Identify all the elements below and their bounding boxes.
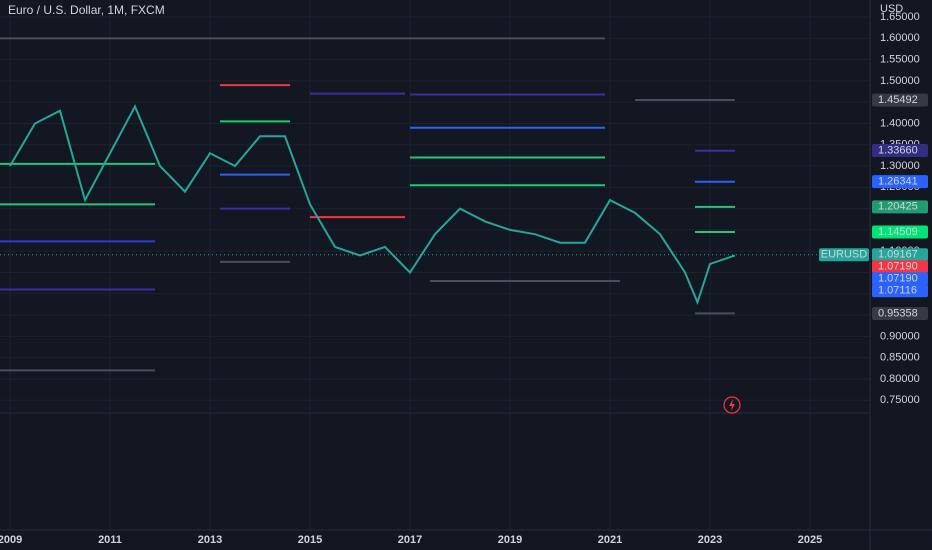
price-tag-label: 0.95358 xyxy=(878,307,918,319)
price-tag-label: 1.07190 xyxy=(878,273,918,285)
x-tick-label: 2019 xyxy=(498,534,522,546)
symbol-label: EURUSD xyxy=(821,249,868,261)
price-tag xyxy=(872,200,928,214)
x-tick-label: 2017 xyxy=(398,534,422,546)
alert-circle xyxy=(723,396,741,414)
y-tick-label: 1.30000 xyxy=(880,160,920,172)
price-line xyxy=(9,104,736,306)
x-tick-label: 2009 xyxy=(0,534,22,546)
y-tick-label: 1.40000 xyxy=(880,117,920,129)
symbol-tag xyxy=(819,248,869,262)
price-tag xyxy=(872,260,928,274)
price-tag-label: 1.14509 xyxy=(878,226,918,238)
x-tick-label: 2013 xyxy=(198,534,222,546)
price-tag xyxy=(872,175,928,189)
price-tag xyxy=(872,272,928,286)
price-tag-label: 1.09167 xyxy=(878,249,918,261)
price-tag xyxy=(872,93,928,107)
price-tag xyxy=(872,225,928,239)
chart-title: Euro / U.S. Dollar, 1M, FXCM xyxy=(8,3,165,17)
plot xyxy=(0,0,870,530)
price-tag-label: 1.33660 xyxy=(878,144,918,156)
y-tick-label: 0.85000 xyxy=(880,352,920,364)
price-tag-label: 1.26341 xyxy=(878,176,918,188)
price-tag-label: 1.20425 xyxy=(878,201,918,213)
y-tick-label: 1.60000 xyxy=(880,32,920,44)
price-tag-label: 1.07116 xyxy=(878,285,917,297)
y-tick-label: 0.75000 xyxy=(880,394,920,406)
price-tag xyxy=(872,143,928,157)
price-tag-label: 1.07190 xyxy=(878,261,918,273)
x-tick-label: 2021 xyxy=(598,534,622,546)
y-axis-label: USD xyxy=(880,3,903,15)
price-tag xyxy=(872,307,928,321)
y-tick-label: 0.80000 xyxy=(880,373,920,385)
price-tag xyxy=(872,284,928,298)
x-tick-label: 2025 xyxy=(798,534,822,546)
y-tick-label: 0.90000 xyxy=(880,330,920,342)
alert-icon[interactable] xyxy=(723,396,741,414)
x-tick-label: 2023 xyxy=(698,534,722,546)
x-tick-label: 2011 xyxy=(98,534,122,546)
y-tick-label: 1.50000 xyxy=(880,75,920,87)
x-tick-label: 2015 xyxy=(298,534,322,546)
price-tag xyxy=(872,248,928,262)
price-tag-label: 1.45492 xyxy=(878,94,918,106)
alert-bolt xyxy=(729,399,735,411)
y-tick-label: 1.55000 xyxy=(880,54,920,66)
y-tick-label: 1.65000 xyxy=(880,11,920,23)
